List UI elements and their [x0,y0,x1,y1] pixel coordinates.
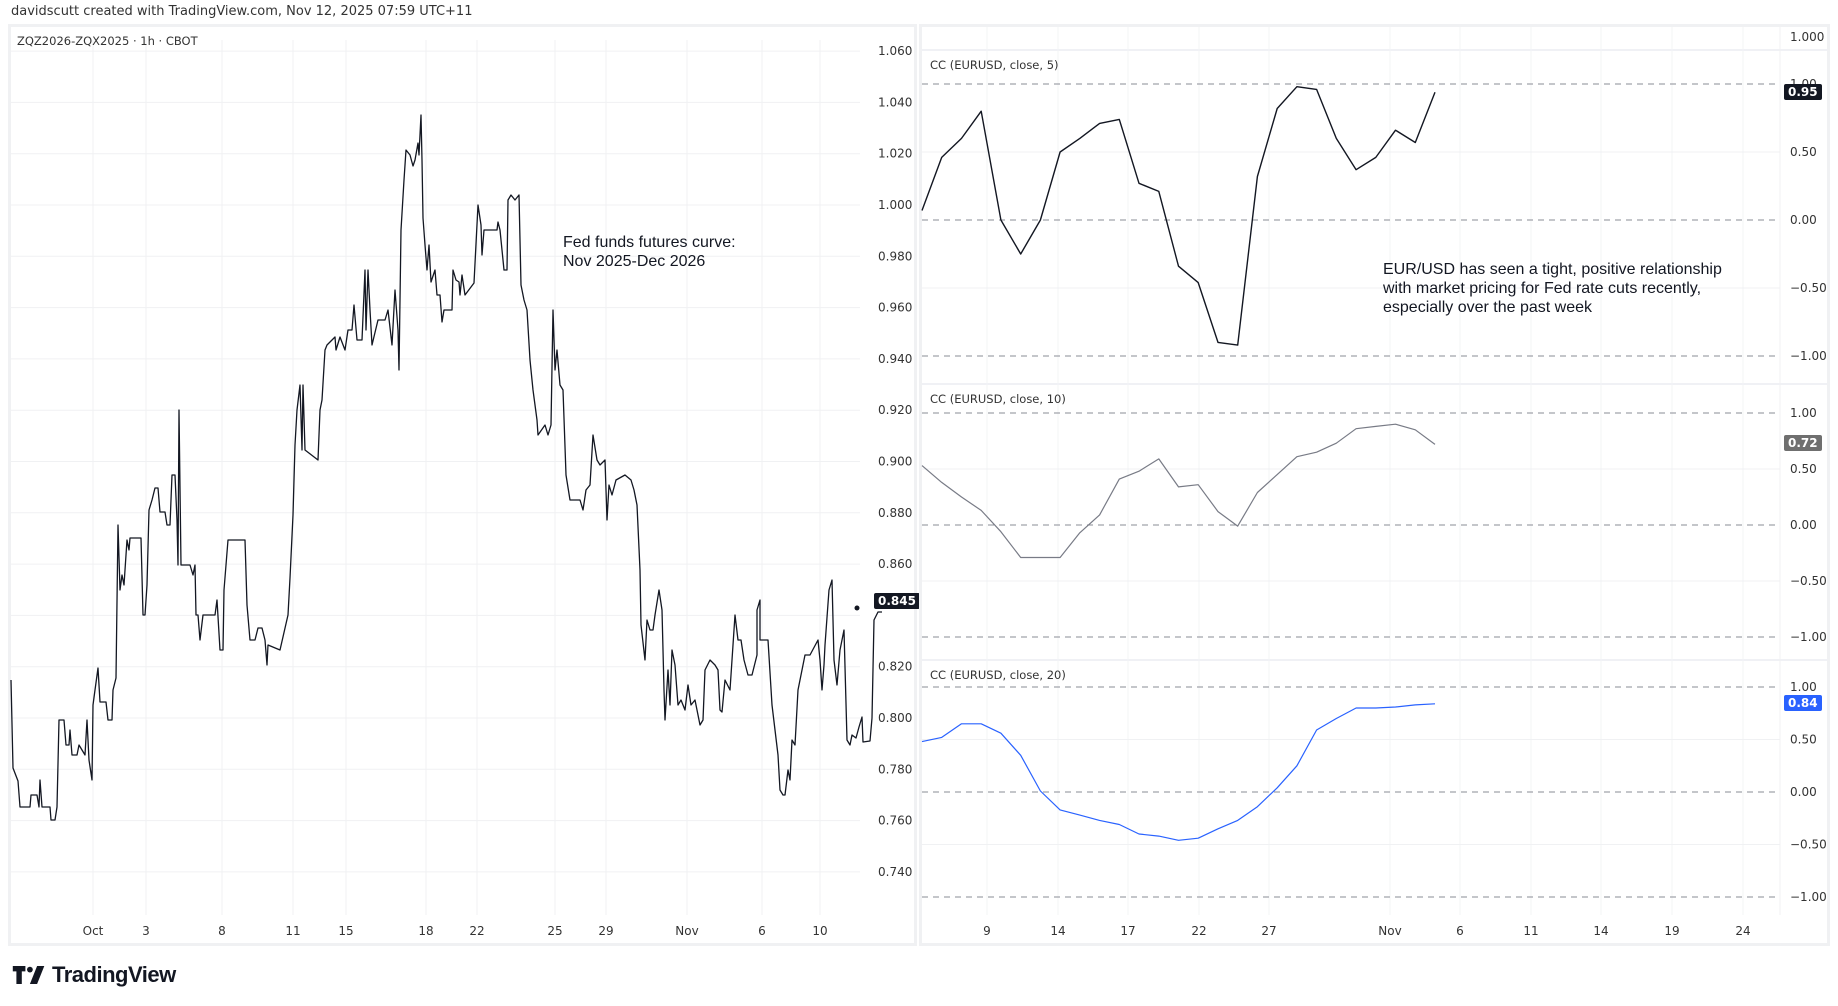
tradingview-logo[interactable]: TradingView [12,962,176,988]
tradingview-logo-icon [12,966,45,984]
pane-label-cc20[interactable]: CC (EURUSD, close, 20) [930,668,1066,682]
chart-attribution: davidscutt created with TradingView.com,… [11,4,473,19]
cc10-value-tag: 0.72 [1784,435,1822,451]
pane-label-cc5[interactable]: CC (EURUSD, close, 5) [930,58,1059,72]
tradingview-brand-text: TradingView [52,962,176,987]
fed-funds-annotation[interactable]: Fed funds futures curve: Nov 2025-Dec 20… [563,234,736,270]
last-price-tag: 0.845 [874,593,920,609]
right-chart-frame[interactable] [919,24,1830,946]
symbol-legend[interactable]: ZQZ2026-ZQX2025 · 1h · CBOT [17,34,198,48]
cc20-value-tag: 0.84 [1784,695,1822,711]
pane-label-cc10[interactable]: CC (EURUSD, close, 10) [930,392,1066,406]
cc5-value-tag: 0.95 [1784,84,1822,100]
eurusd-annotation[interactable]: EUR/USD has seen a tight, positive relat… [1383,261,1722,316]
left-chart-frame[interactable] [8,24,917,946]
